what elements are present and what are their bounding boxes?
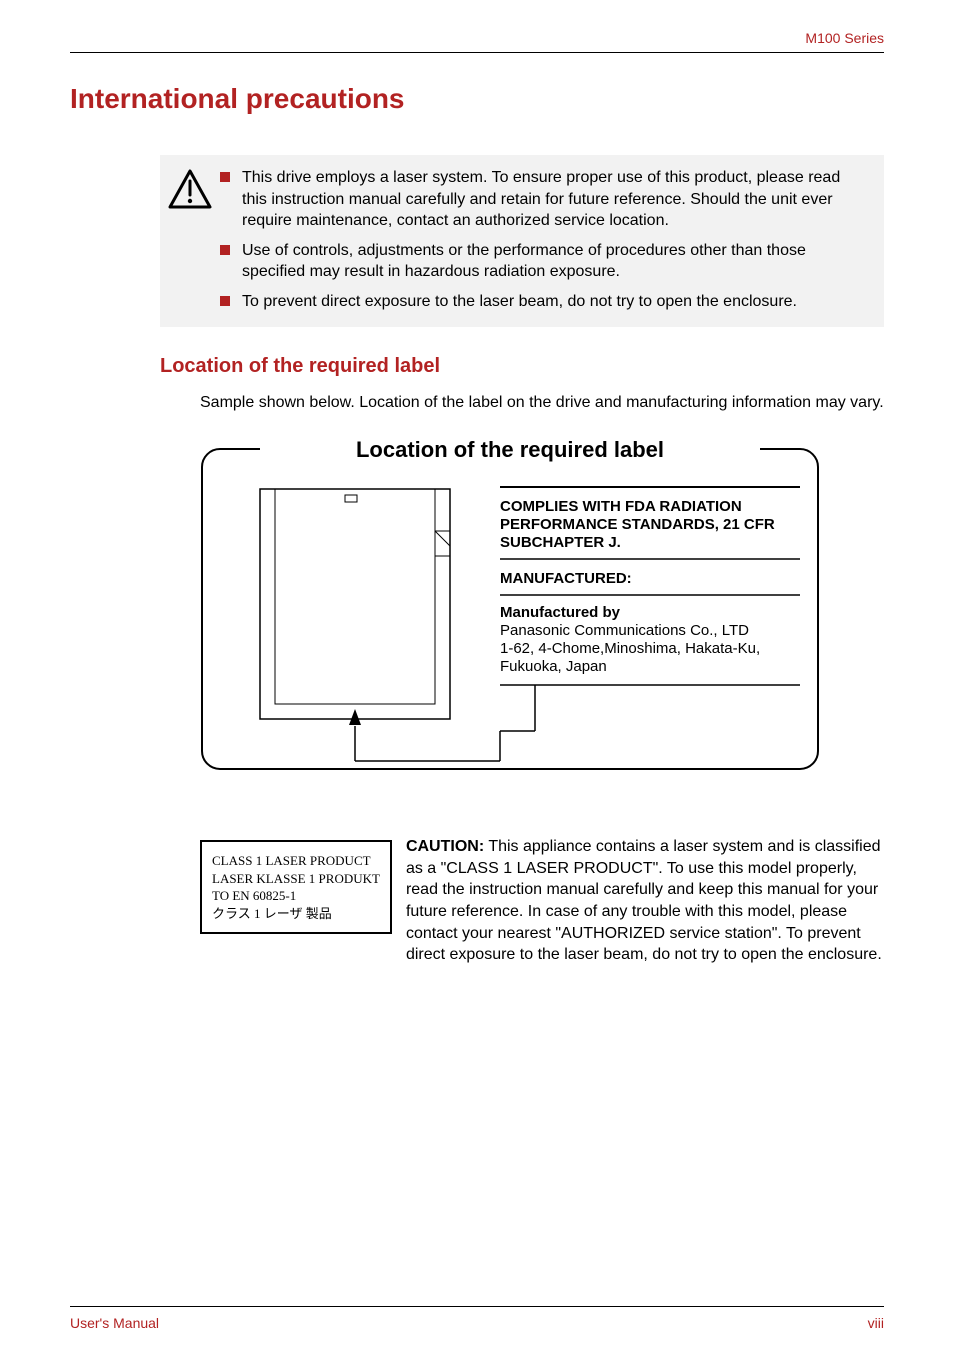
svg-text:MANUFACTURED:: MANUFACTURED:	[500, 570, 632, 587]
list-item: Use of controls, adjustments or the perf…	[220, 240, 866, 283]
svg-text:Panasonic Communications Co.,: Panasonic Communications Co., LTD	[500, 622, 749, 639]
class1-line: TO EN 60825-1	[212, 887, 380, 905]
svg-text:PERFORMANCE STANDARDS, 21 CFR: PERFORMANCE STANDARDS, 21 CFR	[500, 516, 775, 533]
warning-icon	[160, 167, 220, 209]
caution-body: This appliance contains a laser system a…	[406, 838, 882, 963]
footer-divider	[70, 1306, 884, 1307]
svg-text:Manufactured by: Manufactured by	[500, 604, 621, 621]
list-item: To prevent direct exposure to the laser …	[220, 291, 866, 313]
bullet-icon	[220, 240, 242, 255]
svg-text:1-62, 4-Chome,Minoshima, Hakat: 1-62, 4-Chome,Minoshima, Hakata-Ku,	[500, 640, 760, 657]
caution-label: CAUTION:	[406, 838, 484, 855]
svg-text:COMPLIES WITH FDA RADIATION: COMPLIES WITH FDA RADIATION	[500, 498, 742, 515]
list-item: This drive employs a laser system. To en…	[220, 167, 866, 232]
footer-right: viii	[868, 1315, 884, 1331]
body-text: Sample shown below. Location of the labe…	[200, 392, 884, 414]
svg-text:Location of the required l: Location of the required label	[356, 437, 664, 462]
warning-block: This drive employs a laser system. To en…	[160, 155, 884, 327]
class1-line: CLASS 1 LASER PRODUCT	[212, 852, 380, 870]
subheading: Location of the required label	[160, 355, 884, 378]
page-heading: International precautions	[70, 83, 884, 115]
label-diagram: Location of the required label COMPLIES …	[200, 431, 884, 796]
caution-paragraph: CAUTION: This appliance contains a laser…	[406, 836, 884, 966]
svg-text:Fukuoka, Japan: Fukuoka, Japan	[500, 658, 607, 675]
warning-text: This drive employs a laser system. To en…	[242, 167, 866, 232]
footer-left: User's Manual	[70, 1315, 159, 1331]
svg-text:SUBCHAPTER J.: SUBCHAPTER J.	[500, 534, 621, 551]
warning-list: This drive employs a laser system. To en…	[220, 167, 866, 313]
series-label: M100 Series	[70, 30, 884, 52]
warning-text: Use of controls, adjustments or the perf…	[242, 240, 866, 283]
bullet-icon	[220, 167, 242, 182]
bullet-icon	[220, 291, 242, 306]
warning-text: To prevent direct exposure to the laser …	[242, 291, 797, 313]
class1-line: LASER KLASSE 1 PRODUKT	[212, 870, 380, 888]
class1-line: クラス 1 レーザ 製品	[212, 905, 380, 923]
class1-label-box: CLASS 1 LASER PRODUCT LASER KLASSE 1 PRO…	[200, 840, 392, 934]
top-divider	[70, 52, 884, 53]
page-footer: User's Manual viii	[70, 1306, 884, 1331]
